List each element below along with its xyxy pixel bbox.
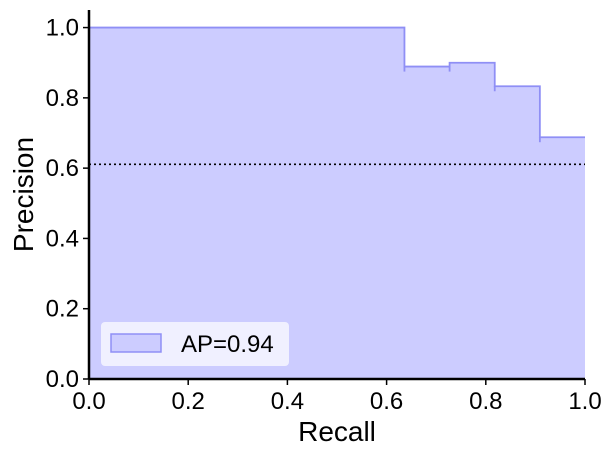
x-axis-label: Recall — [298, 416, 376, 447]
legend-label: AP=0.94 — [181, 331, 274, 358]
y-tick-label: 0.2 — [46, 296, 79, 323]
axes — [87, 10, 585, 381]
legend-swatch — [110, 333, 162, 353]
y-tick-label: 0.8 — [46, 85, 79, 112]
y-tick-label: 1.0 — [46, 15, 79, 42]
x-tick-label: 0.4 — [271, 388, 304, 415]
ticks: 0.0 0.2 0.4 0.6 0.8 1.0 0.0 0.2 0.4 0.6 0.8 1.0 — [46, 15, 602, 415]
x-tick-label: 1.0 — [568, 388, 601, 415]
x-tick-label: 0.8 — [469, 388, 502, 415]
pr-curve-area — [89, 27, 585, 379]
pr-curve-line — [89, 26, 585, 139]
x-tick-label: 0.2 — [172, 388, 205, 415]
y-tick-label: 0.4 — [46, 225, 79, 252]
y-tick-label: 0.6 — [46, 155, 79, 182]
plot-area — [89, 26, 585, 379]
legend-box — [101, 322, 289, 366]
y-tick-label: 0.0 — [46, 366, 79, 393]
y-axis-label: Precision — [8, 137, 39, 252]
x-tick-label: 0.6 — [370, 388, 403, 415]
x-tick-label: 0.0 — [72, 388, 105, 415]
legend: AP=0.94 — [101, 322, 289, 366]
